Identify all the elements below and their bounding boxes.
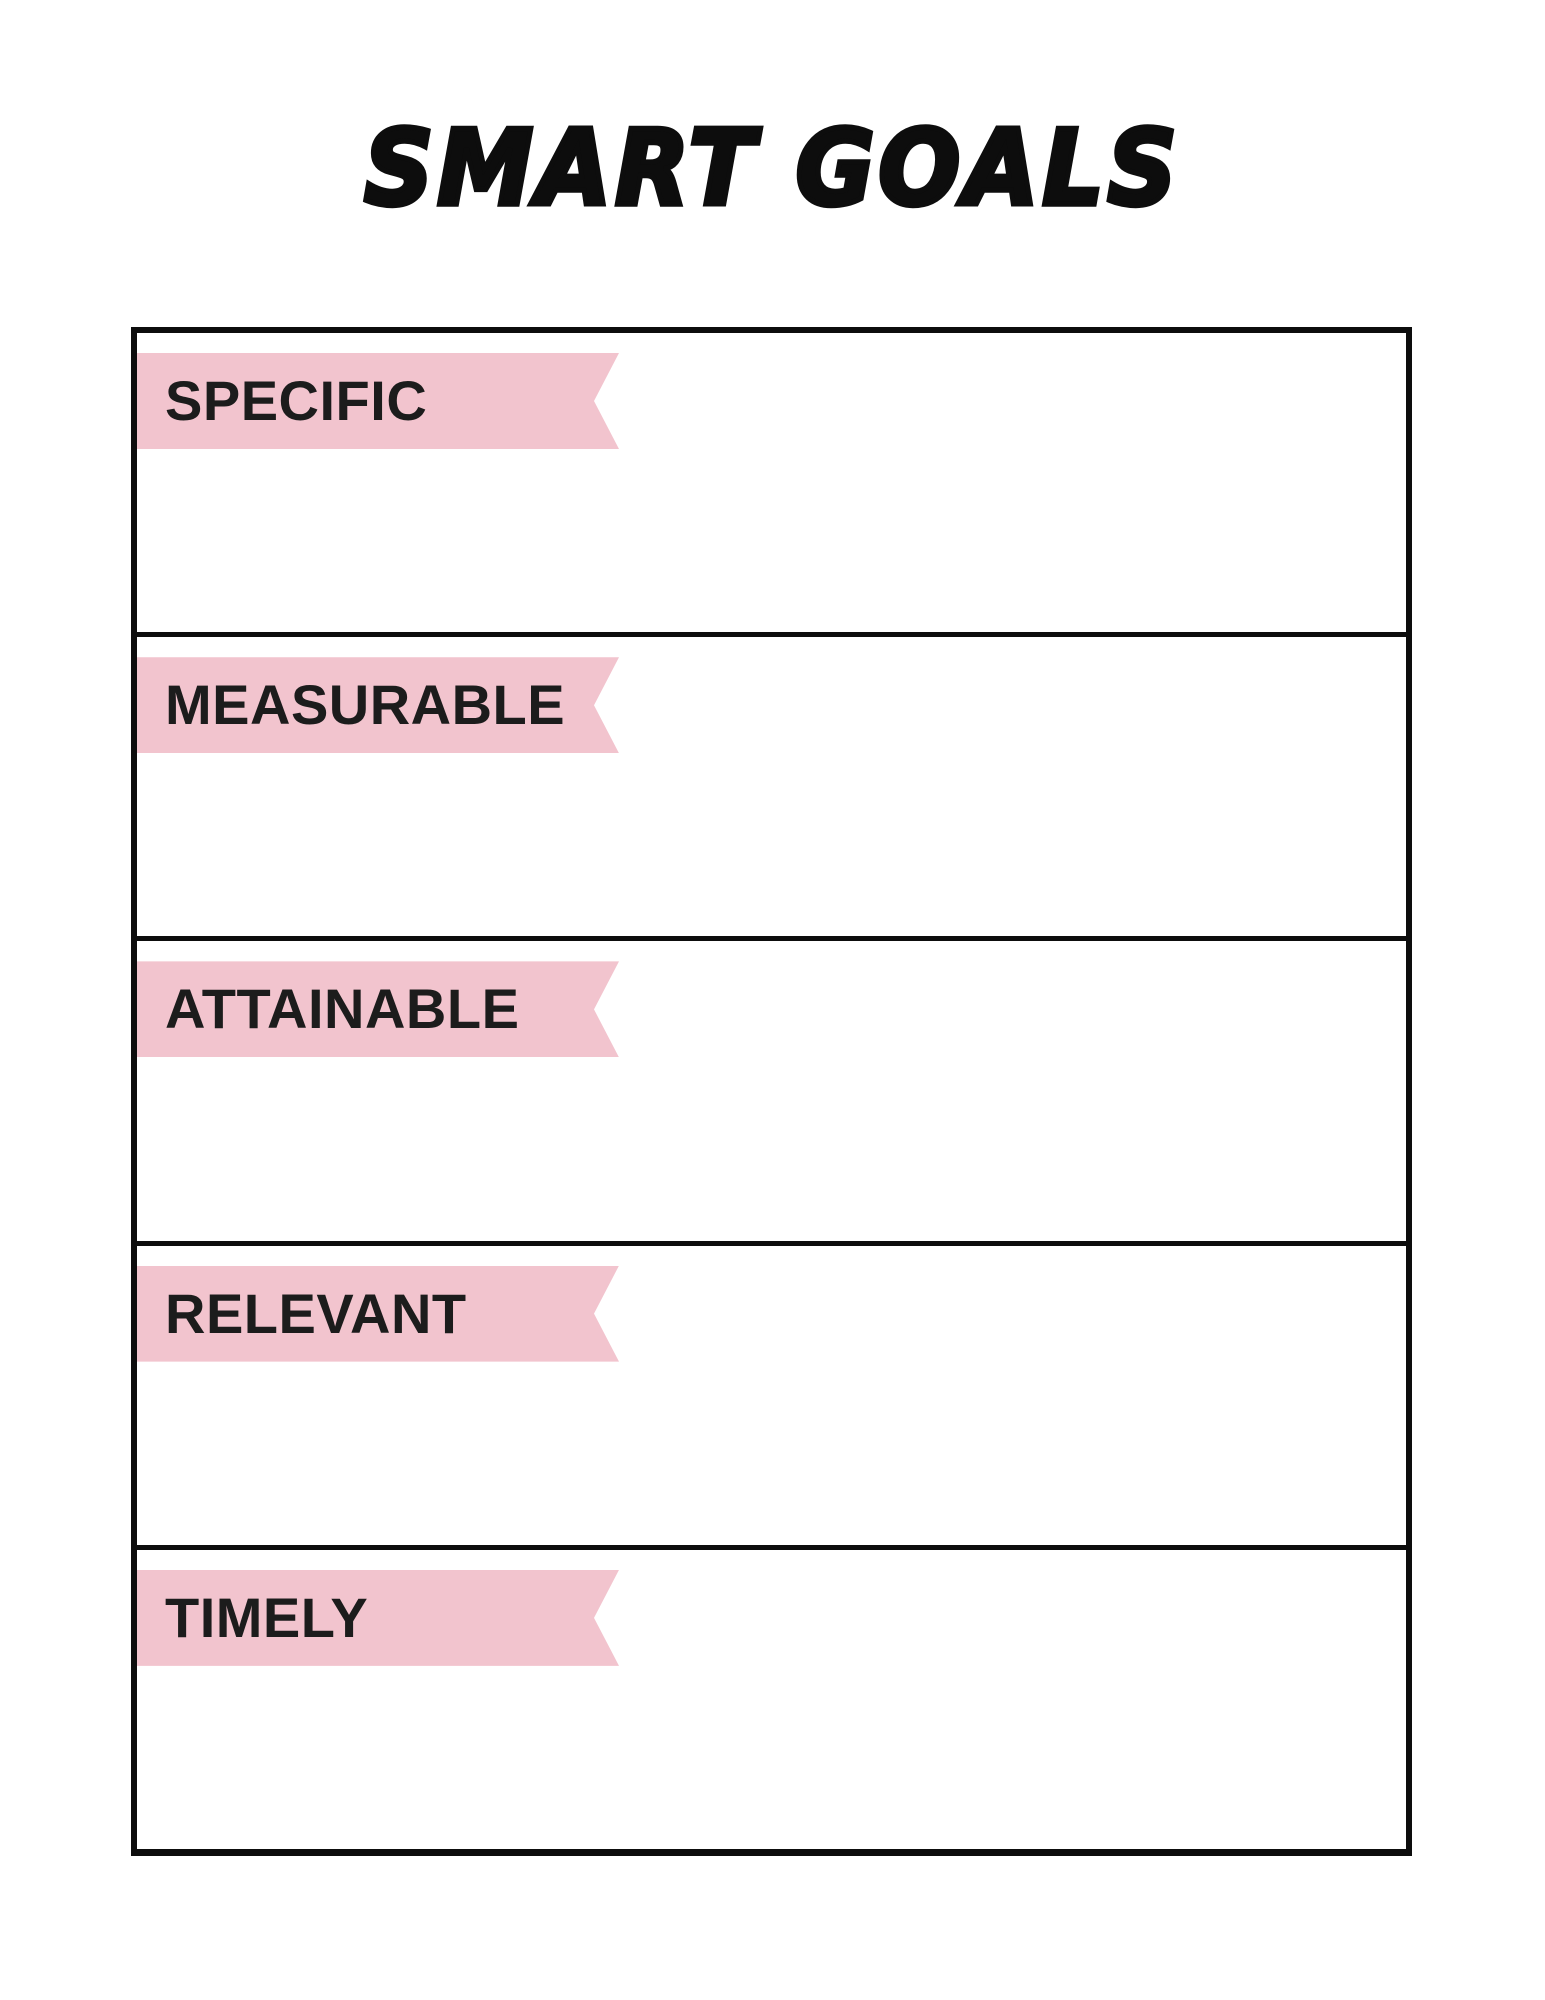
- writing-area-relevant: [137, 1362, 1406, 1545]
- table-row-timely: TIMELY: [137, 1550, 1406, 1849]
- ribbon-measurable: MEASURABLE: [137, 657, 619, 753]
- ribbon-label-measurable: MEASURABLE: [165, 673, 566, 737]
- writing-area-measurable: [137, 753, 1406, 936]
- goals-table: SPECIFIC MEASURABLE ATTAINABLE RELEVANT: [131, 327, 1412, 1856]
- table-row-attainable: ATTAINABLE: [137, 941, 1406, 1246]
- writing-area-timely: [137, 1666, 1406, 1849]
- table-row-specific: SPECIFIC: [137, 333, 1406, 638]
- ribbon-attainable: ATTAINABLE: [137, 961, 619, 1057]
- table-row-relevant: RELEVANT: [137, 1246, 1406, 1550]
- writing-area-specific: [137, 449, 1406, 632]
- ribbon-timely: TIMELY: [137, 1570, 619, 1666]
- table-row-measurable: MEASURABLE: [137, 637, 1406, 942]
- ribbon-label-attainable: ATTAINABLE: [165, 977, 520, 1041]
- ribbon-specific: SPECIFIC: [137, 353, 619, 449]
- writing-area-attainable: [137, 1057, 1406, 1240]
- ribbon-label-specific: SPECIFIC: [165, 369, 428, 432]
- page-title: SMART GOALS: [362, 105, 1181, 231]
- ribbon-label-relevant: RELEVANT: [165, 1281, 467, 1345]
- ribbon-label-timely: TIMELY: [165, 1585, 369, 1649]
- ribbon-relevant: RELEVANT: [137, 1266, 619, 1362]
